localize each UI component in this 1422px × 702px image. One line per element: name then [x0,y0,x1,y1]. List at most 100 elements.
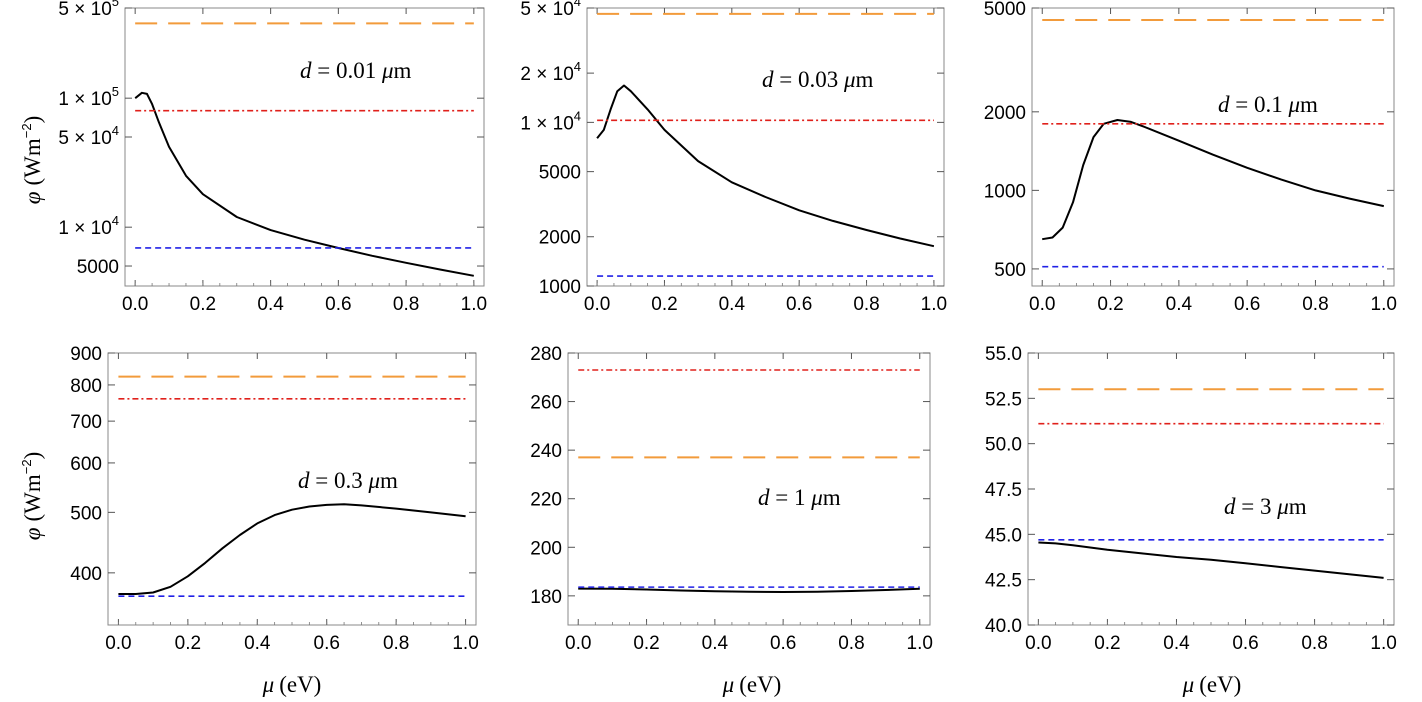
x-tick-label: 0.2 [651,294,677,315]
x-axis-label-2: μ (eV) [722,672,782,697]
y-tick-label: 45.0 [985,525,1022,546]
x-tick-label: 0.2 [1094,633,1120,654]
panel-annotation: d = 0.3 μm [298,468,398,493]
x-tick-label: 0.2 [190,294,216,315]
x-tick-label: 0.6 [1234,294,1260,315]
y-axis-symbol: φ [20,191,45,204]
x-tick-label: 0.8 [838,633,864,654]
x-tick-label: 0.0 [1029,294,1055,315]
y-tick-label: 1000 [984,181,1026,202]
panel-6: 0.0 0.2 0.4 0.6 0.8 1.0 55.0 52.5 50.0 47.5 45.0 42… [985,344,1397,654]
y-tick-label: 900 [70,344,102,365]
x-tick-label: 0.6 [770,633,796,654]
panel-annotation: d = 1 μm [758,485,841,510]
x-axis-label-3: μ (eV) [1182,672,1242,697]
series-curve [1042,119,1385,241]
y-tick-label: 240 [530,441,562,462]
x-tick-label: 0.0 [584,294,610,315]
y-tick-label: 47.5 [985,480,1022,501]
y-tick-label: 55.0 [985,344,1022,365]
y-tick-label: 1000 [539,277,581,298]
y-tick-label: 180 [530,587,562,608]
y-tick-label: 2000 [984,103,1026,124]
x-tick-label: 0.2 [1097,294,1123,315]
y-tick-label: 50.0 [985,435,1022,456]
series-curve [134,91,474,277]
y-tick-label: 1 × 104 [520,108,581,134]
plot-frame [124,7,485,287]
y-axis-close: ) [20,452,45,460]
y-tick-label: 40.0 [985,616,1022,637]
x-tick-label: 1.0 [461,294,487,315]
plot-frame [586,7,945,287]
y-tick-label: 280 [530,344,562,365]
x-tick-label: 1.0 [452,633,478,654]
x-tick-label: 0.2 [633,633,659,654]
x-tick-label: 0.4 [257,294,284,315]
x-axis-label-1: μ (eV) [262,672,322,697]
y-tick-label: 400 [70,564,102,585]
y-tick-label: 1 × 104 [58,213,119,239]
y-tick-label: 5000 [984,0,1026,20]
y-tick-label: 200 [530,538,562,559]
x-tick-label: 0.6 [325,294,351,315]
x-tick-label: 0.8 [853,294,879,315]
x-tick-label: 0.8 [1301,633,1327,654]
panel-annotation: d = 3 μm [1224,494,1307,519]
y-tick-label: 5000 [77,257,119,278]
y-tick-label: 700 [70,412,102,433]
panel-5: 0.0 0.2 0.4 0.6 0.8 1.0 280 260 240 220 200 180 d = … [530,344,933,654]
x-tick-label: 0.8 [383,633,409,654]
y-tick-label: 260 [530,393,562,414]
panel-annotation: d = 0.03 μm [762,67,874,92]
panel-2: 0.0 0.2 0.4 0.6 0.8 1.0 5 × 104 2 × 104 1 × 104 5… [520,0,947,315]
y-tick-label: 500 [994,260,1026,281]
x-tick-label: 0.8 [393,294,419,315]
panel-1: 0.0 0.2 0.4 0.6 0.8 1.0 5 × 105 1 × 105 5 × 104 1… [58,0,487,315]
y-tick-label: 5 × 104 [58,123,119,149]
series-curve [596,84,935,248]
series-curve [578,587,920,593]
x-tick-label: 0.2 [175,633,201,654]
x-tick-label: 1.0 [1370,633,1396,654]
y-tick-label: 2000 [539,228,581,249]
x-tick-label: 0.4 [702,633,729,654]
x-tick-label: 0.0 [105,633,131,654]
y-tick-label: 52.5 [985,389,1022,410]
y-tick-label: 5 × 104 [520,0,581,20]
y-tick-label: 600 [70,454,102,475]
x-tick-label: 0.0 [122,294,148,315]
y-tick-label: 220 [530,490,562,511]
y-axis-label-bottom: φ (Wm−2) [19,452,45,541]
x-tick-label: 1.0 [921,294,947,315]
x-tick-label: 0.8 [1302,294,1328,315]
x-tick-label: 1.0 [907,633,933,654]
panel-3: 0.0 0.2 0.4 0.6 0.8 1.0 5000 2000 1000 500 d = 0.1… [984,0,1397,315]
y-tick-label: 2 × 104 [520,59,581,85]
plot-frame [1031,7,1395,287]
x-tick-label: 0.6 [1232,633,1258,654]
y-tick-label: 5000 [539,163,581,184]
series-curve [118,503,466,595]
panel-annotation: d = 0.1 μm [1218,92,1318,117]
y-axis-unit: (Wm [20,474,45,521]
y-axis-unit: (Wm [20,138,45,185]
y-axis-label-top: φ (Wm−2) [19,116,45,205]
y-axis-close: ) [20,116,45,124]
y-axis-exp: −2 [19,459,34,474]
y-tick-label: 42.5 [985,571,1022,592]
x-tick-label: 0.0 [1025,633,1051,654]
plot-frame [1027,352,1395,626]
x-tick-label: 0.4 [244,633,271,654]
plot-frame [567,352,931,626]
panel-4: 0.0 0.2 0.4 0.6 0.8 1.0 900 800 700 600 500 400 d = … [70,344,478,654]
y-tick-label: 500 [70,503,102,524]
x-tick-label: 0.4 [1166,294,1193,315]
x-tick-label: 0.6 [786,294,812,315]
series-curve [1038,541,1384,579]
y-tick-label: 5 × 105 [58,0,119,20]
y-tick-label: 1 × 105 [58,84,119,110]
y-axis-symbol: φ [20,527,45,540]
x-tick-label: 1.0 [1371,294,1397,315]
